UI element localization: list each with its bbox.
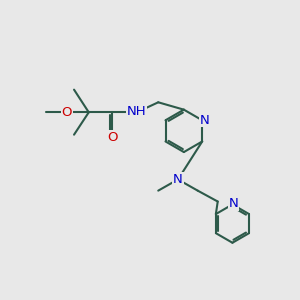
Text: N: N bbox=[173, 173, 183, 186]
Text: O: O bbox=[107, 131, 118, 144]
Text: N: N bbox=[229, 197, 239, 210]
Text: NH: NH bbox=[126, 105, 146, 118]
Text: O: O bbox=[62, 106, 72, 119]
Text: N: N bbox=[200, 114, 209, 127]
